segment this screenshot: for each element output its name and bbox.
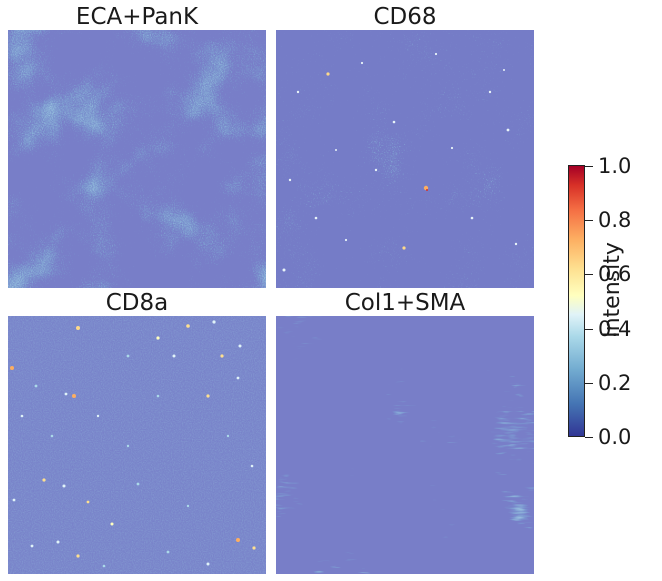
colorbar-tick-label: 0.2	[598, 371, 632, 395]
colorbar-tick-label: 0.4	[598, 317, 632, 341]
colorbar-label: Intensity	[600, 242, 625, 338]
colorbar-tick	[585, 383, 593, 384]
colorbar-tick-label: 0.0	[598, 425, 632, 449]
eca-pank-image	[8, 30, 266, 288]
cd8a-image	[8, 316, 266, 574]
colorbar-tick	[585, 437, 593, 438]
panel-title-cd8a: CD8a	[105, 290, 169, 316]
colorbar-tick-label: 0.6	[598, 262, 632, 286]
cd68-bright-cells	[282, 52, 518, 272]
panel-title-eca-pank: ECA+PanK	[75, 4, 199, 30]
cd68-image	[276, 30, 534, 288]
col1-sma-image	[276, 316, 534, 574]
colorbar	[568, 165, 585, 437]
colorbar-tick	[585, 274, 593, 275]
colorbar-tick-label: 0.8	[598, 208, 632, 232]
colorbar-tick	[585, 220, 593, 221]
panel-title-cd68: CD68	[373, 4, 437, 30]
panel-title-col1-sma: Col1+SMA	[344, 290, 466, 316]
cd8a-bright-cells	[10, 320, 256, 568]
colorbar-tick-label: 1.0	[598, 154, 632, 178]
colorbar-tick	[585, 329, 593, 330]
colorbar-tick	[585, 166, 593, 167]
